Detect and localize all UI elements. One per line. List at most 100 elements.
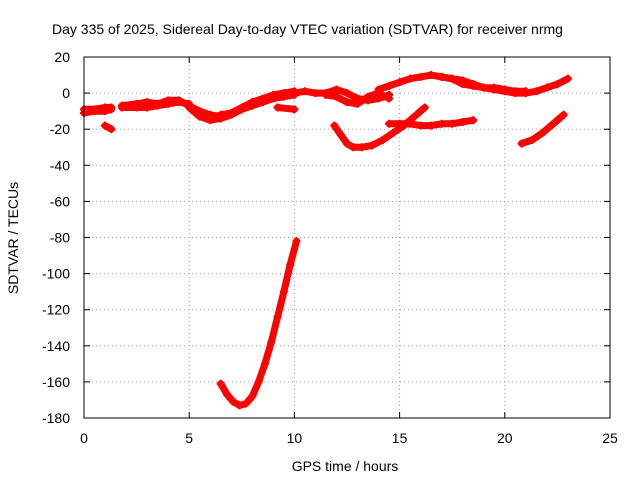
- data-point: [395, 119, 404, 128]
- data-point: [223, 390, 232, 399]
- series-arc-deep: [216, 237, 301, 410]
- data-point: [237, 103, 246, 112]
- data-point: [549, 119, 558, 128]
- series-arc-short-1: [101, 121, 116, 134]
- data-point: [132, 103, 141, 112]
- data-point: [517, 139, 526, 148]
- x-tick-label: 10: [287, 430, 303, 446]
- data-point: [273, 312, 282, 321]
- data-point: [378, 136, 387, 145]
- data-point: [385, 94, 394, 103]
- data-point: [258, 94, 267, 103]
- data-point: [538, 128, 547, 137]
- data-point: [343, 89, 351, 98]
- data-point: [427, 71, 436, 80]
- x-tick-label: 15: [392, 430, 408, 446]
- data-point: [448, 119, 457, 128]
- data-point: [332, 92, 341, 101]
- data-point: [330, 121, 339, 130]
- data-point: [107, 125, 116, 134]
- data-point: [248, 392, 257, 401]
- data-point: [343, 139, 351, 148]
- data-point: [553, 80, 562, 89]
- data-point: [353, 99, 362, 108]
- y-tick-label: -180: [42, 410, 70, 426]
- y-tick-label: 0: [62, 85, 70, 101]
- data-point: [385, 119, 394, 128]
- data-point: [164, 99, 173, 108]
- data-point: [490, 83, 499, 92]
- data-point: [311, 89, 320, 98]
- data-point: [385, 81, 394, 90]
- data-point: [521, 87, 530, 96]
- series-arc-main-start-lower: [80, 105, 116, 117]
- data-point: [368, 141, 377, 150]
- data-point: [174, 98, 183, 107]
- y-tick-label: -80: [50, 230, 70, 246]
- data-point: [458, 80, 467, 89]
- data-point: [267, 338, 276, 347]
- x-tick-label: 0: [80, 430, 88, 446]
- data-point: [107, 105, 116, 114]
- data-point: [469, 81, 478, 90]
- data-point: [458, 117, 467, 126]
- data-point: [343, 98, 351, 107]
- data-point: [532, 87, 541, 96]
- data-point: [229, 397, 238, 406]
- data-point: [420, 103, 429, 112]
- series-arc-main-4b: [437, 72, 530, 96]
- data-point: [227, 108, 236, 117]
- data-point: [500, 85, 509, 94]
- y-tick-label: -140: [42, 338, 70, 354]
- data-point: [117, 103, 126, 112]
- data-point: [235, 401, 244, 410]
- data-point: [511, 87, 520, 96]
- data-point: [437, 72, 446, 81]
- data-point: [101, 107, 110, 116]
- tick-layer: 0 5 10 15 20 25 20 0 -20 -40 -60 -80 -100 -120 -140 -16…: [42, 49, 618, 446]
- data-point: [406, 119, 415, 128]
- data-point: [349, 143, 358, 152]
- data-point: [528, 136, 537, 145]
- data-point: [321, 90, 330, 99]
- chart-title: Day 335 of 2025, Sidereal Day-to-day VTE…: [52, 21, 563, 37]
- data-point: [279, 89, 288, 98]
- y-tick-label: 20: [54, 49, 70, 65]
- data-point: [185, 103, 194, 112]
- data-point: [406, 74, 415, 83]
- data-point: [254, 377, 263, 386]
- data-point: [437, 119, 446, 128]
- data-point: [195, 112, 204, 121]
- data-point: [389, 128, 398, 137]
- data-point: [90, 107, 99, 116]
- data-point: [332, 85, 341, 94]
- y-tick-label: -40: [50, 157, 70, 173]
- y-tick-label: -100: [42, 266, 70, 282]
- series-arc-low-3: [517, 110, 568, 148]
- data-point: [290, 89, 299, 98]
- series-arc-low-2: [385, 116, 478, 130]
- series-layer: [80, 71, 572, 410]
- data-point: [216, 379, 225, 388]
- data-point: [416, 121, 425, 130]
- data-point: [364, 92, 373, 101]
- data-point: [416, 72, 425, 81]
- data-point: [153, 101, 162, 110]
- data-point: [273, 103, 282, 112]
- series-band: [290, 86, 393, 104]
- data-point: [248, 98, 257, 107]
- data-point: [427, 121, 436, 130]
- x-tick-label: 20: [497, 430, 513, 446]
- data-point: [286, 260, 295, 269]
- data-point: [300, 87, 309, 96]
- data-point: [395, 78, 404, 87]
- data-point: [216, 110, 225, 119]
- data-point: [374, 85, 383, 94]
- data-point: [479, 83, 488, 92]
- data-point: [269, 90, 278, 99]
- data-point: [357, 143, 366, 152]
- data-point: [279, 287, 288, 296]
- series-arc-main-1b: [117, 98, 194, 112]
